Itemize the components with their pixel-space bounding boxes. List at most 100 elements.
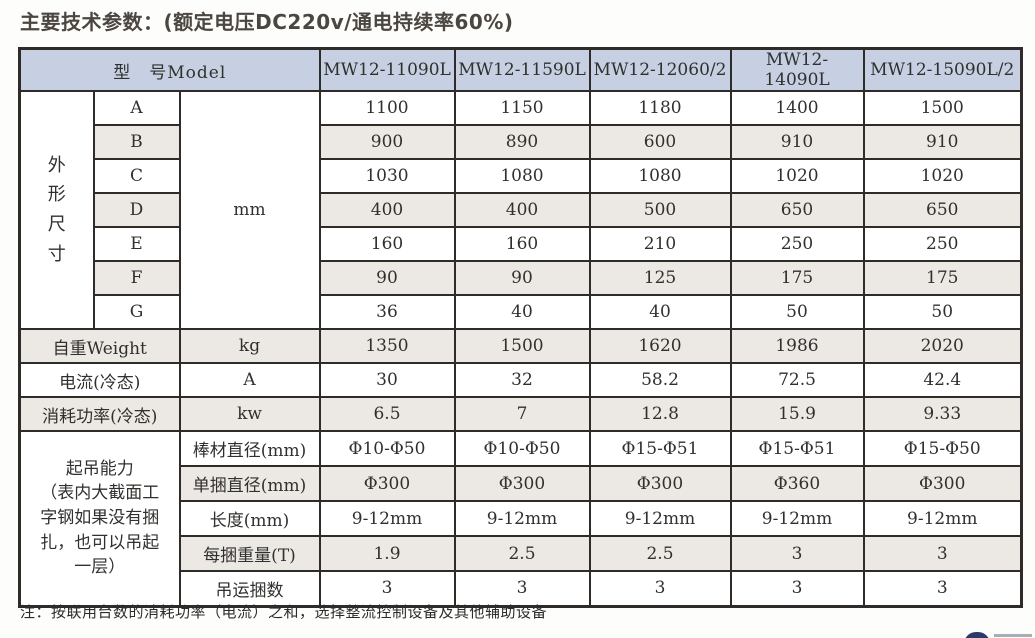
weight-label: 自重Weight: [18, 328, 181, 364]
value-cell: 125: [588, 260, 732, 296]
value-cell: 9.33: [862, 396, 1023, 432]
value-cell: 1500: [862, 90, 1023, 126]
lifting-label-bundle-count: 吊运捆数: [178, 570, 321, 607]
value-cell: 6.5: [318, 396, 456, 432]
logo-arc-icon: [964, 632, 990, 638]
footnote: 注：按联用台数的消耗功率（电流）之和，选择整流控制设备及其他辅助设备: [20, 603, 548, 621]
value-cell: Φ15-Φ51: [729, 430, 865, 467]
dimension-row-g: G 36 40 40 50 50: [20, 294, 1023, 330]
value-cell: 650: [729, 192, 865, 228]
value-cell: 2020: [862, 328, 1023, 364]
power-unit: kw: [178, 396, 321, 432]
value-cell: 210: [588, 226, 732, 262]
lifting-label-bar-diameter: 棒材直径(mm): [178, 430, 321, 467]
value-cell: 30: [318, 362, 456, 398]
value-cell: 9-12mm: [588, 500, 732, 537]
value-cell: 910: [729, 124, 865, 160]
value-cell: 1020: [729, 158, 865, 194]
value-cell: 90: [318, 260, 456, 296]
lifting-row-bundle-count: 吊运捆数 3 3 3 3 3: [20, 570, 1023, 607]
lifting-label-bundle-diameter: 单捆直径(mm): [178, 465, 321, 502]
value-cell: 3: [318, 570, 456, 607]
value-cell: Φ15-Φ50: [862, 430, 1023, 467]
value-cell: 160: [453, 226, 591, 262]
dimension-label-c: C: [92, 158, 181, 194]
value-cell: 890: [453, 124, 591, 160]
logo-bar: [994, 634, 1032, 637]
model-column-header-2: MW12-11590L: [453, 47, 591, 92]
value-cell: 250: [862, 226, 1023, 262]
dimension-label-e: E: [92, 226, 181, 262]
value-cell: 650: [862, 192, 1023, 228]
dimension-row-b: B 900 890 600 910 910: [20, 124, 1023, 160]
lifting-row-bundle-weight: 每捆重量(T) 1.9 2.5 2.5 3 3: [20, 535, 1023, 572]
power-label: 消耗功率(冷态): [18, 396, 181, 432]
value-cell: 40: [588, 294, 732, 330]
lifting-label-length: 长度(mm): [178, 500, 321, 537]
value-cell: 910: [862, 124, 1023, 160]
dimensions-unit-cell: mm: [178, 90, 321, 330]
value-cell: 3: [729, 535, 865, 572]
value-cell: 1.9: [318, 535, 456, 572]
value-cell: 1150: [453, 90, 591, 126]
power-row: 消耗功率(冷态) kw 6.5 7 12.8 15.9 9.33: [18, 396, 1023, 432]
value-cell: 7: [453, 396, 591, 432]
lifting-label-bundle-weight: 每捆重量(T): [178, 535, 321, 572]
value-cell: 90: [453, 260, 591, 296]
value-cell: 32: [453, 362, 591, 398]
value-cell: 9-12mm: [729, 500, 865, 537]
model-column-header-4: MW12-14090L: [729, 47, 865, 92]
value-cell: 2.5: [453, 535, 591, 572]
dimension-label-d: D: [92, 192, 181, 228]
dimension-row-d: D 400 400 500 650 650: [20, 192, 1023, 228]
value-cell: 400: [318, 192, 456, 228]
value-cell: 1080: [588, 158, 732, 194]
dimension-row-e: E 160 160 210 250 250: [20, 226, 1023, 262]
dimension-label-a: A: [92, 90, 181, 126]
value-cell: 42.4: [862, 362, 1023, 398]
value-cell: 12.8: [588, 396, 732, 432]
value-cell: Φ360: [729, 465, 865, 502]
value-cell: 40: [453, 294, 591, 330]
value-cell: 58.2: [588, 362, 732, 398]
value-cell: 175: [729, 260, 865, 296]
dimensions-group-cell: 外形尺寸: [18, 90, 95, 330]
model-column-header-5: MW12-15090L/2: [862, 47, 1023, 92]
table-header-row: 型 号Model MW12-11090L MW12-11590L MW12-12…: [18, 47, 1023, 92]
dimension-label-b: B: [92, 124, 181, 160]
value-cell: 3: [862, 535, 1023, 572]
value-cell: 72.5: [729, 362, 865, 398]
dimension-label-f: F: [92, 260, 181, 296]
value-cell: 175: [862, 260, 1023, 296]
value-cell: 400: [453, 192, 591, 228]
value-cell: 15.9: [729, 396, 865, 432]
model-header-label: 型 号Model: [18, 47, 321, 92]
value-cell: 1020: [862, 158, 1023, 194]
current-unit: A: [178, 362, 321, 398]
value-cell: 9-12mm: [318, 500, 456, 537]
value-cell: 50: [729, 294, 865, 330]
value-cell: Φ300: [862, 465, 1023, 502]
dimension-row-c: C 1030 1080 1080 1020 1020: [20, 158, 1023, 194]
dimension-row-f: F 90 90 125 175 175: [20, 260, 1023, 296]
value-cell: 9-12mm: [862, 500, 1023, 537]
value-cell: 500: [588, 192, 732, 228]
model-column-header-3: MW12-12060/2: [588, 47, 732, 92]
value-cell: 1986: [729, 328, 865, 364]
dimension-label-g: G: [92, 294, 181, 330]
value-cell: 1100: [318, 90, 456, 126]
value-cell: 1400: [729, 90, 865, 126]
dimensions-group-label: 外形尺寸: [47, 154, 66, 265]
value-cell: Φ10-Φ50: [453, 430, 591, 467]
lifting-row-bar-diameter: 起吊能力 （表内大截面工 字钢如果没有捆 扎，也可以吊起 一层） 棒材直径(mm…: [18, 430, 1023, 607]
logo-fragment: [964, 631, 1034, 638]
value-cell: 9-12mm: [453, 500, 591, 537]
value-cell: 1350: [318, 328, 456, 364]
dimension-row-a: 外形尺寸 A mm 1100 1150 1180 1400 1500: [18, 90, 1023, 330]
value-cell: 3: [862, 570, 1023, 607]
value-cell: 600: [588, 124, 732, 160]
value-cell: 3: [453, 570, 591, 607]
value-cell: Φ300: [453, 465, 591, 502]
value-cell: 3: [729, 570, 865, 607]
